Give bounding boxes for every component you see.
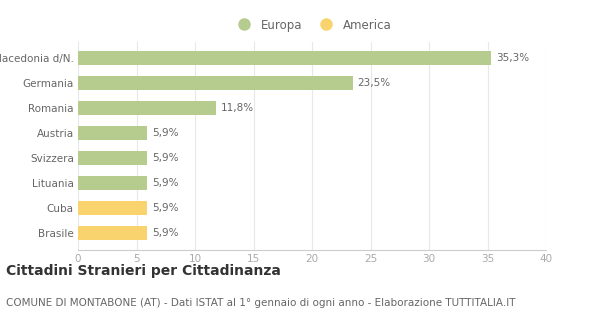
Bar: [78, 126, 147, 140]
Text: 5,9%: 5,9%: [152, 228, 178, 238]
Text: Cittadini Stranieri per Cittadinanza: Cittadini Stranieri per Cittadinanza: [6, 264, 281, 278]
Bar: [78, 226, 147, 240]
Text: 5,9%: 5,9%: [152, 203, 178, 213]
Text: 5,9%: 5,9%: [152, 128, 178, 138]
Bar: [78, 176, 147, 190]
Text: 23,5%: 23,5%: [358, 78, 391, 88]
Text: 11,8%: 11,8%: [221, 103, 254, 113]
Bar: [78, 101, 216, 115]
Text: 35,3%: 35,3%: [496, 53, 529, 63]
Text: 5,9%: 5,9%: [152, 153, 178, 163]
Text: COMUNE DI MONTABONE (AT) - Dati ISTAT al 1° gennaio di ogni anno - Elaborazione : COMUNE DI MONTABONE (AT) - Dati ISTAT al…: [6, 298, 515, 308]
Legend: Europa, America: Europa, America: [233, 19, 391, 32]
Bar: [78, 51, 491, 65]
Text: 5,9%: 5,9%: [152, 178, 178, 188]
Bar: [78, 201, 147, 215]
Bar: [78, 76, 353, 90]
Bar: [78, 151, 147, 165]
